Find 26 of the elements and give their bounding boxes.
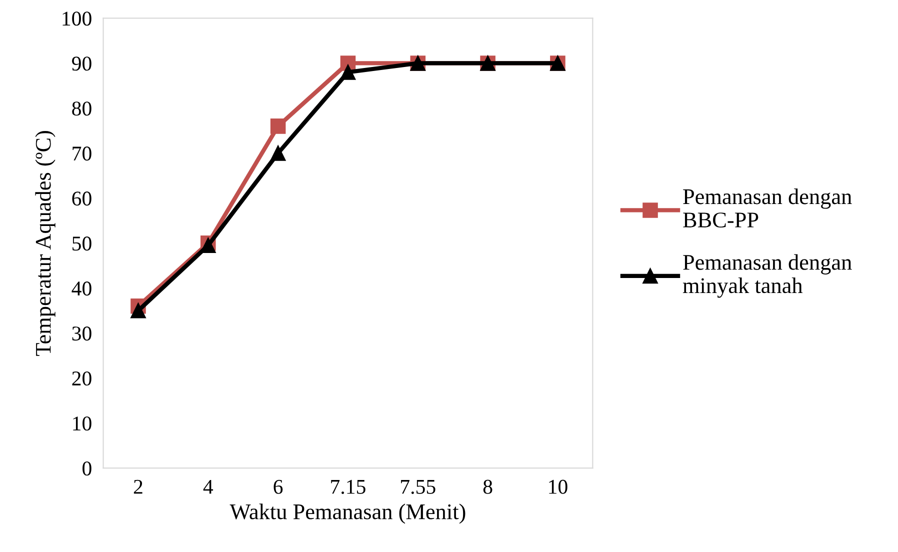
y-axis-title: Temperatur Aquades (ºC) <box>35 131 56 356</box>
x-tick-label: 8 <box>483 480 492 494</box>
x-axis-title: Waktu Pemanasan (Menit) <box>230 504 466 524</box>
x-tick-label: 4 <box>203 480 214 494</box>
x-tick-label: 6 <box>274 480 283 494</box>
y-tick-label: 80 <box>72 102 92 116</box>
y-tick-label: 40 <box>72 282 92 296</box>
y-tick-label: 90 <box>72 56 92 71</box>
point <box>130 303 146 318</box>
x-tick-label: 7.55 <box>401 480 436 494</box>
y-tick-label: 0 <box>82 461 92 476</box>
y-tick-label: 50 <box>72 236 92 251</box>
legend-label: Pemanasan dengan BBC-PP <box>683 188 852 228</box>
x-tick-label: 7.15 <box>331 480 366 494</box>
point <box>270 118 286 134</box>
y-tick-label: 30 <box>72 326 92 341</box>
legend-label: Pemanasan dengan minyak tanah <box>682 254 852 298</box>
y-tick-label: 20 <box>72 371 92 386</box>
y-tick-label: 70 <box>72 146 92 161</box>
point <box>270 146 286 161</box>
y-tick-label: 10 <box>73 416 92 431</box>
y-tick-label: 60 <box>72 192 92 206</box>
x-tick-label: 10 <box>549 480 568 494</box>
point <box>340 64 356 80</box>
x-tick-label: 2 <box>134 480 142 494</box>
y-tick-label: 100 <box>62 12 92 26</box>
